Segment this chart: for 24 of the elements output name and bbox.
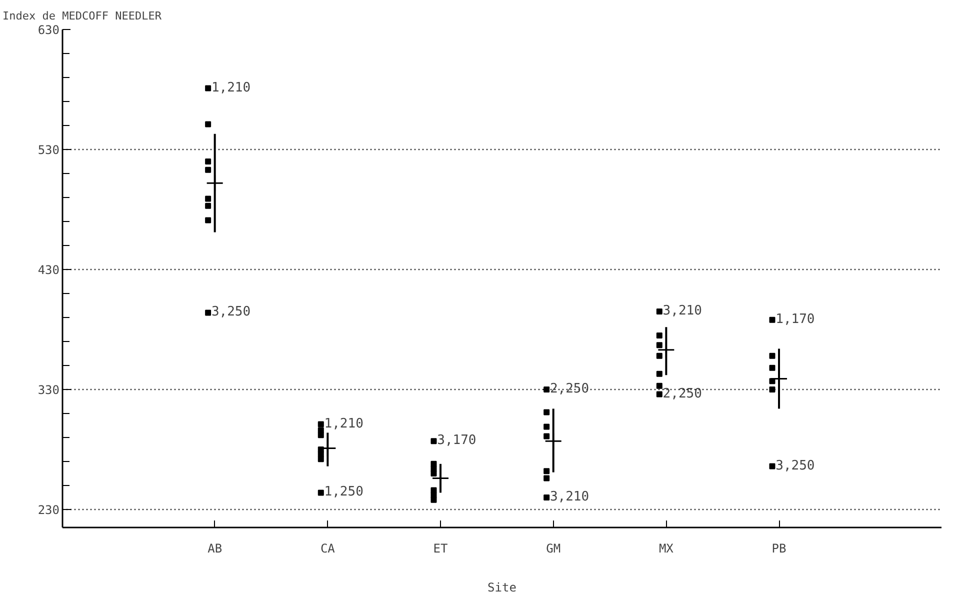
y-tick-label: 330: [38, 383, 60, 397]
x-tick-label: AB: [208, 542, 222, 556]
y-tick-label: 630: [38, 23, 60, 37]
annotation: 3,210: [550, 490, 590, 504]
x-tick-label: ET: [433, 542, 448, 556]
y-tick-label: 230: [38, 503, 60, 517]
annotation: 3,250: [776, 458, 815, 474]
y-tick-label: 430: [38, 263, 60, 277]
annotation: 2,250: [662, 386, 702, 402]
y-tick-label: 530: [38, 143, 60, 157]
annotation: 2,250: [550, 382, 590, 396]
x-tick-label: PB: [772, 542, 786, 556]
annotation: 1,210: [324, 416, 364, 432]
annotation: 3,210: [662, 304, 702, 318]
x-tick-label: MX: [658, 542, 674, 556]
annotation: 3,250: [211, 304, 251, 320]
annotation: 1,170: [776, 312, 815, 327]
x-tick-label: CA: [320, 542, 336, 556]
annotation: 1,250: [324, 484, 364, 500]
x-axis-title: Site: [488, 580, 516, 594]
y-axis-title: Index de MEDCOFF NEEDLER: [2, 10, 162, 22]
annotation: 3,170: [437, 433, 476, 448]
annotation: 1,210: [211, 80, 251, 96]
x-tick-label: GM: [546, 542, 561, 556]
